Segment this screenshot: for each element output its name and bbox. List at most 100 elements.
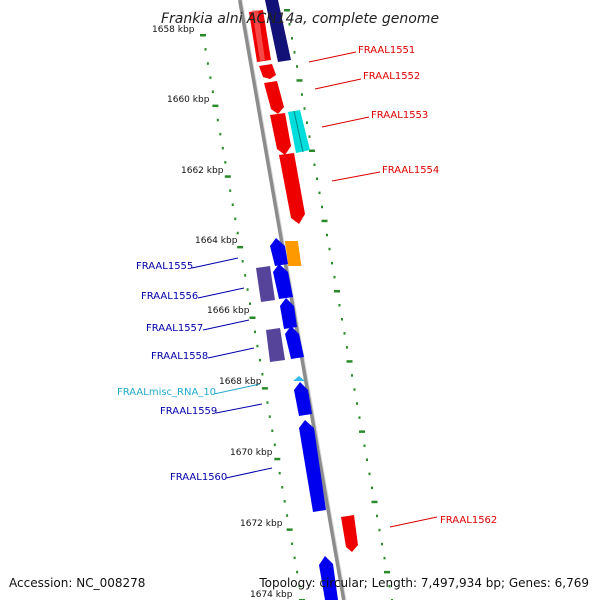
gene-label-FRAAL1554[interactable]: FRAAL1554 [382,165,439,176]
scale-tick [363,444,366,447]
scale-tick [268,415,271,418]
gene-FRAAL1557[interactable] [280,298,297,329]
scale-tick [283,500,286,503]
scale-tick [231,203,234,206]
scale-tick [383,556,386,560]
scale-tick [326,233,328,237]
scale-tick [308,135,311,138]
scale-tick [296,65,298,68]
forward-strand-genes [249,10,358,552]
scale-tick [244,274,247,277]
gene-FRAAL1553b[interactable] [270,113,291,155]
scale-label: 1666 kbp [207,306,250,316]
scale-tick [341,318,343,321]
gene-label-FRAAL1552[interactable]: FRAAL1552 [363,71,420,82]
gene-label-FRAAL1551[interactable]: FRAAL1551 [358,45,415,56]
genome-stats-text: Topology: circular; Length: 7,497,934 bp… [258,576,589,590]
scale-tick [278,471,281,475]
scale-tick [274,457,281,461]
gene-FRAAL1560[interactable] [299,420,326,512]
scale-tick [261,373,264,376]
scale-tick [321,205,323,209]
gene-FRAAL1552[interactable] [259,64,276,79]
gene-FRAAL1554[interactable] [279,153,305,224]
reverse-strand-genes [265,0,338,600]
gene-label-FRAALmisc_RNA_10[interactable]: FRAALmisc_RNA_10 [117,387,216,398]
scale-tick [204,48,207,51]
map-title: Frankia alni ACN14a, complete genome [161,11,439,27]
scale-tick [331,261,333,265]
scale-tick [353,388,356,391]
scale-tick [206,62,209,65]
scale-tick [291,37,293,40]
scale-tick [378,528,381,532]
scale-label: 1674 kbp [250,590,293,600]
scale-tick [381,542,383,546]
scale-tick [371,500,378,504]
scale-tick [234,217,237,221]
gene-FRAAL1553a[interactable] [264,81,284,114]
scale-tick [219,132,222,136]
gene-label-FRAAL1557[interactable]: FRAAL1557 [146,323,203,334]
gene-label-FRAAL1562[interactable]: FRAAL1562 [440,515,497,526]
gene-FRAAL1559[interactable] [294,382,312,416]
scale-tick [368,472,371,476]
scale-tick [236,231,239,235]
gene-label-FRAAL1555[interactable]: FRAAL1555 [136,261,193,272]
scale-tick [273,443,276,447]
gene-label-FRAAL1558[interactable]: FRAAL1558 [151,351,208,362]
scale-tick [366,458,368,461]
scale-tick [316,177,318,181]
gene-label-FRAAL1559[interactable]: FRAAL1559 [160,406,217,417]
scale-tick [303,107,306,110]
gene-navy-top[interactable] [265,0,291,62]
scale-tick [291,542,294,545]
scale-tick [293,556,296,560]
scale-tick [296,570,299,574]
other-features [256,110,310,381]
scale-tick [256,344,259,348]
scale-tick [288,23,291,26]
feature-purple-a[interactable] [256,266,275,302]
scale-tick [212,104,219,108]
scale-tick [384,570,390,574]
scale-tick [241,260,244,263]
accession-text: Accession: NC_008278 [9,576,145,590]
gene-FRAAL1555[interactable] [270,238,288,266]
gene-bottom-blue[interactable] [319,556,338,600]
scale-tick [249,316,256,319]
scale-tick [254,330,256,334]
scale-tick [296,79,303,82]
scale-label: 1670 kbp [230,448,273,458]
scale-label: 1668 kbp [219,377,262,387]
scale-tick [309,149,315,152]
scale-label: 1660 kbp [167,95,210,105]
scale-tick [358,416,361,419]
scale-tick [356,402,358,405]
gene-label-FRAAL1553[interactable]: FRAAL1553 [371,110,428,121]
scale-labels: 1658 kbp 1660 kbp 1662 kbp 1664 kbp 1666… [152,25,293,600]
misc-rna-10[interactable] [293,376,305,381]
feature-purple-b[interactable] [266,328,285,362]
scale-tick [229,189,232,192]
scale-tick [351,374,353,377]
scale-tick [333,275,336,279]
genome-backbone [238,0,346,600]
scale-tick [284,9,290,12]
gene-label-FRAAL1560[interactable]: FRAAL1560 [170,472,227,483]
scale-tick [221,147,224,150]
scale-tick [321,219,328,223]
scale-tick [359,430,365,433]
gene-label-FRAAL1556[interactable]: FRAAL1556 [141,291,198,302]
feature-orange[interactable] [284,241,302,266]
scale-tick [249,302,251,305]
scale-tick [209,76,212,79]
gene-FRAAL1562[interactable] [341,515,358,552]
scale-tick [318,191,321,195]
gene-FRAAL1558[interactable] [285,326,304,359]
scale-tick [346,360,353,363]
scale-tick [343,332,346,335]
gene-FRAAL1556[interactable] [273,264,293,299]
scale-tick [371,486,373,490]
